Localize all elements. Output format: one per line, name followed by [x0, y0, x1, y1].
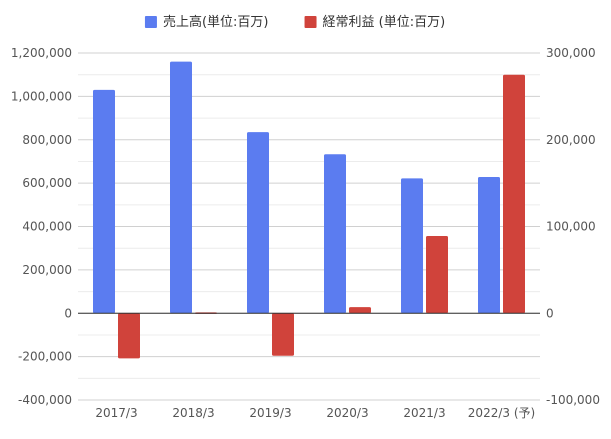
sales-bar[interactable]: [401, 178, 423, 314]
x-axis-tick-label: 2019/3: [249, 406, 291, 420]
left-axis: -400,000 -200,000 0 200,000 400,000 600,000 80…: [11, 46, 72, 407]
left-axis-tick-label: 800,000: [22, 133, 72, 147]
right-axis-tick-label: 100,000: [546, 220, 596, 234]
legend-item-sales[interactable]: 売上高(単位:百万): [144, 14, 269, 30]
left-axis-tick-label: 600,000: [22, 176, 72, 190]
ordinary-profit-bar[interactable]: [503, 74, 525, 314]
left-axis-tick-label: 0: [64, 306, 72, 320]
ordinary-profit-bar[interactable]: [118, 313, 140, 359]
left-axis-tick-label: 1,000,000: [11, 89, 72, 103]
legend-swatch: [144, 16, 157, 28]
ordinary-profit-bar[interactable]: [426, 236, 448, 314]
legend-item-ordinary-profit[interactable]: 経常利益 (単位:百万): [304, 14, 446, 30]
left-axis-tick-label: 1,200,000: [11, 46, 72, 60]
sales-bar[interactable]: [247, 132, 269, 314]
x-axis-tick-label: 2020/3: [326, 406, 368, 420]
left-axis-tick-label: -400,000: [18, 393, 72, 407]
gridlines: [78, 52, 540, 401]
ordinary-profit-bar[interactable]: [349, 307, 371, 314]
right-axis: -100,000 0 100,000 200,000 300,000: [546, 46, 600, 407]
left-axis-tick-label: 400,000: [22, 220, 72, 234]
x-axis-tick-label: 2018/3: [172, 406, 214, 420]
sales-bar[interactable]: [478, 177, 500, 314]
x-axis-tick-label: 2021/3: [403, 406, 445, 420]
x-axis-tick-label: 2022/3 (予): [468, 406, 535, 420]
left-axis-tick-label: -200,000: [18, 350, 72, 364]
ordinary-profit-bar[interactable]: [272, 313, 294, 356]
x-axis: 2017/3 2018/3 2019/3 2020/3 2021/3 2022/3 (予): [95, 406, 535, 420]
legend-label: 売上高(単位:百万): [163, 14, 269, 30]
x-axis-tick-label: 2017/3: [95, 406, 137, 420]
right-axis-tick-label: 300,000: [546, 46, 596, 60]
sales-bar[interactable]: [170, 61, 192, 314]
right-axis-tick-label: -100,000: [546, 393, 600, 407]
legend-swatch: [304, 16, 317, 28]
legend: 売上高(単位:百万) 経常利益 (単位:百万): [144, 14, 446, 30]
sales-bar[interactable]: [324, 154, 346, 314]
sales-bar[interactable]: [93, 89, 115, 314]
legend-label: 経常利益 (単位:百万): [323, 14, 446, 30]
right-axis-tick-label: 200,000: [546, 133, 596, 147]
left-axis-tick-label: 200,000: [22, 263, 72, 277]
bars: [93, 61, 525, 359]
right-axis-tick-label: 0: [546, 306, 554, 320]
